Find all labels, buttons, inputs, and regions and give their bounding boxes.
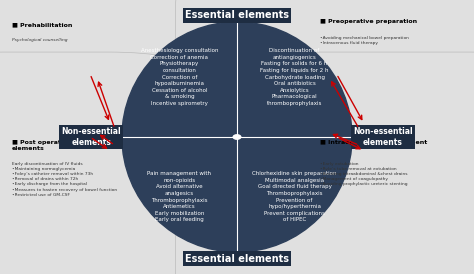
Text: •Avoiding mechanical bowel preparation
•Intravenous fluid therapy: •Avoiding mechanical bowel preparation •… [320,36,409,45]
Text: ■ Prehabilitation: ■ Prehabilitation [12,22,72,27]
Text: ■ Intraoperative management: ■ Intraoperative management [320,140,427,145]
Text: •Early extubation
•Ryle’s tube removal at extubation
•Avoiding intraabdominal &c: •Early extubation •Ryle’s tube removal a… [320,162,408,187]
Text: Chlorhexidine skin preparation
Multimodal analgesia
Goal directed fluid therapy
: Chlorhexidine skin preparation Multimoda… [252,171,337,222]
Text: Non-essential
elements: Non-essential elements [61,127,121,147]
Text: Pain management with
non-opioids
Avoid alternative
analgesics
Thromboprophylaxis: Pain management with non-opioids Avoid a… [147,171,211,222]
Text: Psychological counselling: Psychological counselling [12,38,67,42]
Text: Essential elements: Essential elements [185,254,289,264]
Text: Anesthesiology consultation
Correction of anemia
Physiotherapy
consultation
Corr: Anesthesiology consultation Correction o… [141,48,218,106]
Text: Essential elements: Essential elements [185,10,289,20]
Ellipse shape [122,22,352,252]
Text: Non-essential
elements: Non-essential elements [353,127,413,147]
Text: ■ Post operative
elements: ■ Post operative elements [12,140,71,150]
Text: Early discontinuation of IV fluids
•Maintaining normoglycemia
•Foley’s catheter : Early discontinuation of IV fluids •Main… [12,162,117,197]
FancyBboxPatch shape [175,52,474,274]
Circle shape [233,135,241,139]
Text: ■ Preoperative preparation: ■ Preoperative preparation [320,19,417,24]
FancyBboxPatch shape [175,0,474,156]
FancyBboxPatch shape [0,52,251,274]
Text: Discontinuation of
antiangiogenics
Fasting for solids for 6 h
Fasting for liquid: Discontinuation of antiangiogenics Fasti… [260,48,329,106]
FancyBboxPatch shape [0,0,242,156]
